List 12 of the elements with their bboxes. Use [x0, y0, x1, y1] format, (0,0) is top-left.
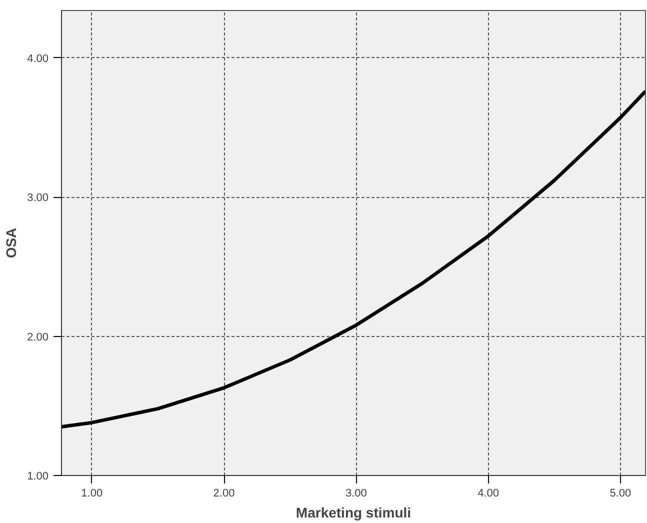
- y-tick-label: 3.00: [27, 192, 49, 204]
- y-tick-label: 4.00: [27, 52, 49, 65]
- x-axis-title: Marketing stimuli: [296, 504, 412, 520]
- y-axis-title: OSA: [3, 228, 20, 258]
- x-tick-label: 2.00: [213, 488, 235, 500]
- y-tick-label: 1.00: [27, 470, 49, 482]
- x-tick-label: 5.00: [610, 488, 632, 500]
- x-tick-label: 4.00: [478, 488, 499, 500]
- line-series: [62, 90, 646, 429]
- y-tick-label: 2.00: [27, 331, 49, 344]
- x-tick-label: 3.00: [345, 488, 367, 500]
- x-tick-label: 1.00: [81, 488, 103, 500]
